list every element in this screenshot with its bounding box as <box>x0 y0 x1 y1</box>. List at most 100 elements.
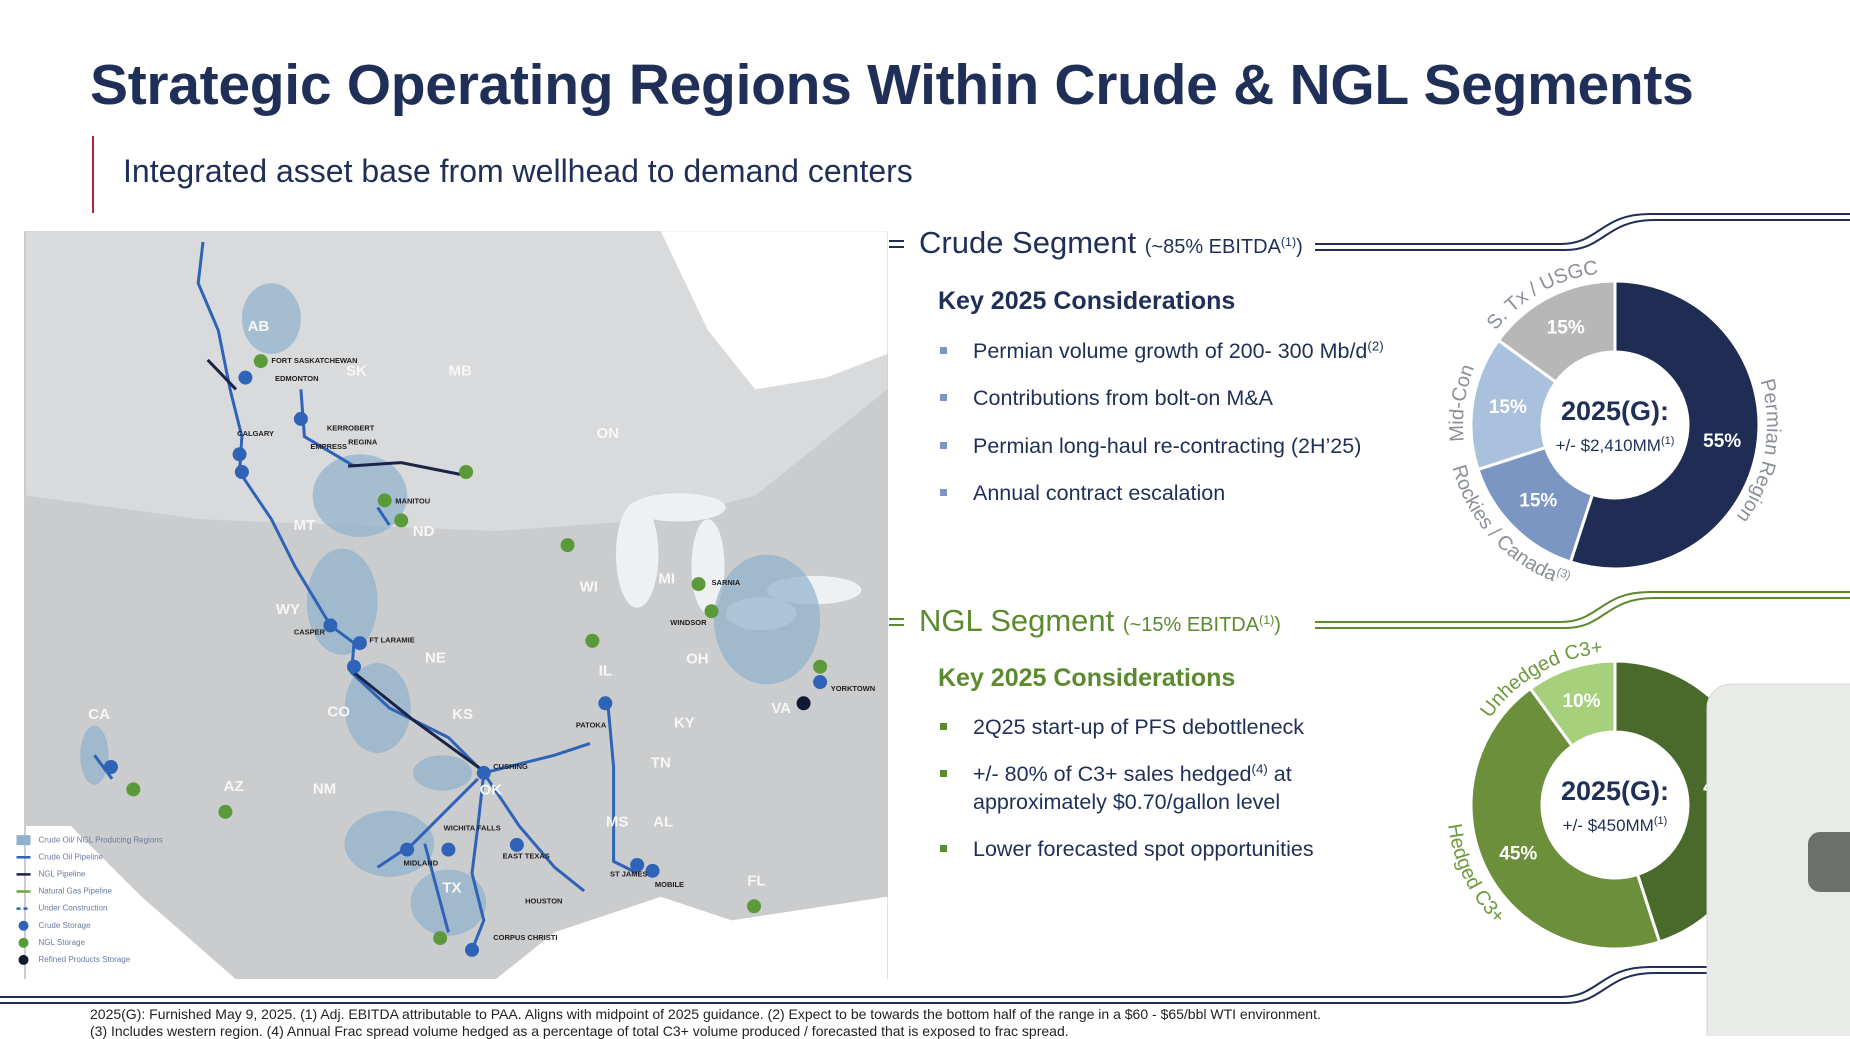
ngl-storage <box>691 577 706 592</box>
crude-storage <box>509 837 524 852</box>
producing-region <box>344 663 411 753</box>
city-label: EAST TEXAS <box>503 852 550 861</box>
ngl-share: (~15% EBITDA(1)) <box>1123 614 1281 636</box>
crude-pipeline <box>482 772 586 893</box>
crude-header: Crude Segment (~85% EBITDA(1)) <box>919 225 1303 261</box>
state-label: TX <box>442 880 461 897</box>
bullet-item: +/- 80% of C3+ sales hedged(4) at approx… <box>940 760 1393 816</box>
bullet-marker <box>940 347 947 354</box>
donut-center-amount: +/- $2,410MM <box>1556 436 1661 455</box>
crude-storage <box>400 842 415 857</box>
ngl-storage <box>394 513 409 528</box>
crude-pipeline <box>423 843 450 933</box>
state-label: OK <box>480 782 503 799</box>
crude-storage <box>476 765 491 780</box>
crude-pipeline <box>606 701 638 875</box>
city-label: EMPRESS <box>310 442 347 451</box>
bullet-marker <box>940 442 947 449</box>
slide-title: Strategic Operating Regions Within Crude… <box>90 53 1694 117</box>
donut-center-value: +/- $450MM(1) <box>1563 815 1668 836</box>
map-lake <box>631 493 726 522</box>
state-label: CO <box>327 704 350 721</box>
producing-region <box>344 810 435 877</box>
ngl-storage <box>747 899 762 914</box>
state-label: NE <box>425 649 446 666</box>
ngl-share-note: (1) <box>1259 613 1275 628</box>
producing-region <box>713 554 821 685</box>
city-label: ST JAMES <box>610 869 648 878</box>
footnote: 2025(G): Furnished May 9, 2025. (1) Adj.… <box>90 1006 1321 1022</box>
legend-label: Crude Oil Pipeline <box>39 852 104 861</box>
map-water <box>495 896 888 980</box>
legend-symbol <box>18 937 29 948</box>
state-label: FL <box>747 872 765 889</box>
state-label: MB <box>449 363 472 380</box>
ngl-storage <box>433 931 448 946</box>
bullet-item: Contributions from bolt-on M&A <box>940 384 1393 412</box>
state-label: NM <box>313 780 336 797</box>
state-label: OH <box>686 651 709 668</box>
crude-storage <box>323 618 338 633</box>
donut-center-note: (1) <box>1661 435 1674 447</box>
ngl-share-close: ) <box>1274 614 1281 636</box>
bullet-note: (4) <box>1251 761 1268 777</box>
footnote: (3) Includes western region. (4) Annual … <box>90 1023 1069 1039</box>
state-label: AB <box>248 318 270 335</box>
producing-region <box>241 283 301 354</box>
crude-considerations-title: Key 2025 Considerations <box>938 287 1236 315</box>
ngl-pipeline <box>206 358 238 391</box>
donut-slice <box>1528 659 1617 749</box>
state-label: IL <box>599 662 612 679</box>
bullet-item: 2Q25 start-up of PFS debottleneck <box>940 713 1393 741</box>
slice-value-label: 15% <box>1547 317 1585 338</box>
city-label: KERROBERT <box>327 423 375 432</box>
state-label: SK <box>346 363 367 380</box>
crude-storage <box>234 465 249 479</box>
legend-symbol <box>18 954 29 965</box>
city-label: CALGARY <box>237 429 274 438</box>
crude-storage <box>441 842 456 857</box>
crude-share: (~85% EBITDA(1)) <box>1145 236 1303 258</box>
producing-region <box>410 869 487 936</box>
bullet-item: Lower forecasted spot opportunities <box>940 835 1393 863</box>
bullet-marker <box>940 489 947 496</box>
refined-storage <box>796 696 811 711</box>
state-label: KS <box>452 706 473 723</box>
ngl-storage <box>459 465 474 479</box>
city-label: MIDLAND <box>404 859 439 868</box>
legend-symbol <box>18 920 29 931</box>
city-label: FT LARAMIE <box>369 636 414 645</box>
crude-storage <box>103 760 118 774</box>
crude-storage <box>352 636 367 651</box>
legend-label: Refined Products Storage <box>39 955 131 964</box>
legend-label: Crude Storage <box>39 921 92 930</box>
bullet-text: Permian long-haul re-contracting (2H’25) <box>973 434 1362 458</box>
bullet-item: Permian volume growth of 200- 300 Mb/d(2… <box>940 337 1393 365</box>
ngl-pipeline <box>348 461 461 476</box>
city-label: PATOKA <box>576 721 607 730</box>
donut-slice <box>1469 686 1662 951</box>
crude-storage <box>238 370 253 385</box>
donut-slice <box>1568 279 1761 571</box>
state-label: ON <box>596 425 619 442</box>
state-label: ND <box>413 523 435 540</box>
bottom-rule <box>0 966 1850 998</box>
city-label: CASPER <box>294 627 326 636</box>
map-water <box>26 826 236 980</box>
section-rule <box>1315 219 1850 251</box>
crude-storage <box>347 659 361 674</box>
crude-pipeline <box>299 389 355 468</box>
crude-pipeline <box>376 777 479 869</box>
ngl-storage <box>704 604 719 619</box>
bullet-text: at approximately $0.70/gallon level <box>973 762 1292 814</box>
crude-share-note: (1) <box>1280 235 1297 250</box>
legend-label: Natural Gas Pipeline <box>39 887 113 896</box>
ngl-storage <box>377 493 392 508</box>
city-label: WICHITA FALLS <box>444 823 501 832</box>
ngl-storage <box>126 782 141 797</box>
map-water <box>660 231 888 390</box>
city-label: WINDSOR <box>670 618 707 627</box>
city-label: FORT SASKATCHEWAN <box>271 356 357 365</box>
bullet-text: Annual contract escalation <box>973 481 1226 505</box>
